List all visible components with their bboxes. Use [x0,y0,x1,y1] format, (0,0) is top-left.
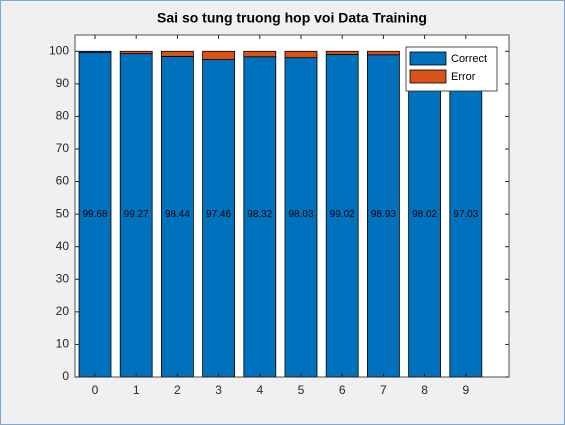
y-tick-label: 60 [56,174,70,188]
x-tick-label: 8 [421,383,428,397]
data-label: 99.27 [124,209,149,220]
x-tick-label: 7 [380,383,387,397]
chart-title: Sai so tung truong hop voi Data Training [157,10,427,26]
data-label: 99.02 [330,209,355,220]
data-label: 99.68 [82,209,107,220]
bar-segment [202,59,236,378]
y-tick-label: 30 [56,271,70,285]
x-tick-label: 6 [339,383,346,397]
legend-swatch [409,69,447,84]
bar-segment [243,56,277,378]
y-tick-label: 20 [56,304,70,318]
bar-segment [119,53,153,378]
x-tick-label: 4 [256,383,263,397]
y-tick-label: 0 [62,369,69,383]
data-label: 98.32 [247,209,272,220]
x-tick-label: 1 [133,383,140,397]
y-tick-label: 40 [56,239,70,253]
data-label: 98.02 [412,209,437,220]
y-tick-label: 70 [56,141,70,155]
legend-swatch [409,51,447,66]
legend-label: Error [451,71,476,83]
data-label: 98.44 [165,209,190,220]
x-tick-label: 3 [215,383,222,397]
y-tick-label: 10 [56,337,70,351]
data-label: 98.03 [288,209,313,220]
data-label: 97.03 [453,209,478,220]
bar-segment [366,50,400,56]
bar-segment [325,50,359,55]
bar-segment [78,50,112,53]
x-tick-label: 5 [298,383,305,397]
bar-segment [243,50,277,58]
legend-label: Correct [451,53,487,65]
x-tick-label: 9 [462,383,469,397]
axes-box [74,34,510,378]
y-tick-label: 90 [56,76,70,90]
y-tick-label: 50 [56,206,70,220]
y-tick-label: 80 [56,109,70,123]
bar-segment [366,54,400,378]
bar-segment [160,50,194,57]
bar-segment [284,50,318,59]
bar-segment [202,50,236,60]
y-tick-label: 100 [49,43,69,57]
x-tick-label: 2 [174,383,181,397]
data-label: 98.93 [371,209,396,220]
data-label: 97.46 [206,209,231,220]
bar-segment [284,57,318,378]
bar-segment [119,50,153,55]
x-tick-label: 0 [92,383,99,397]
